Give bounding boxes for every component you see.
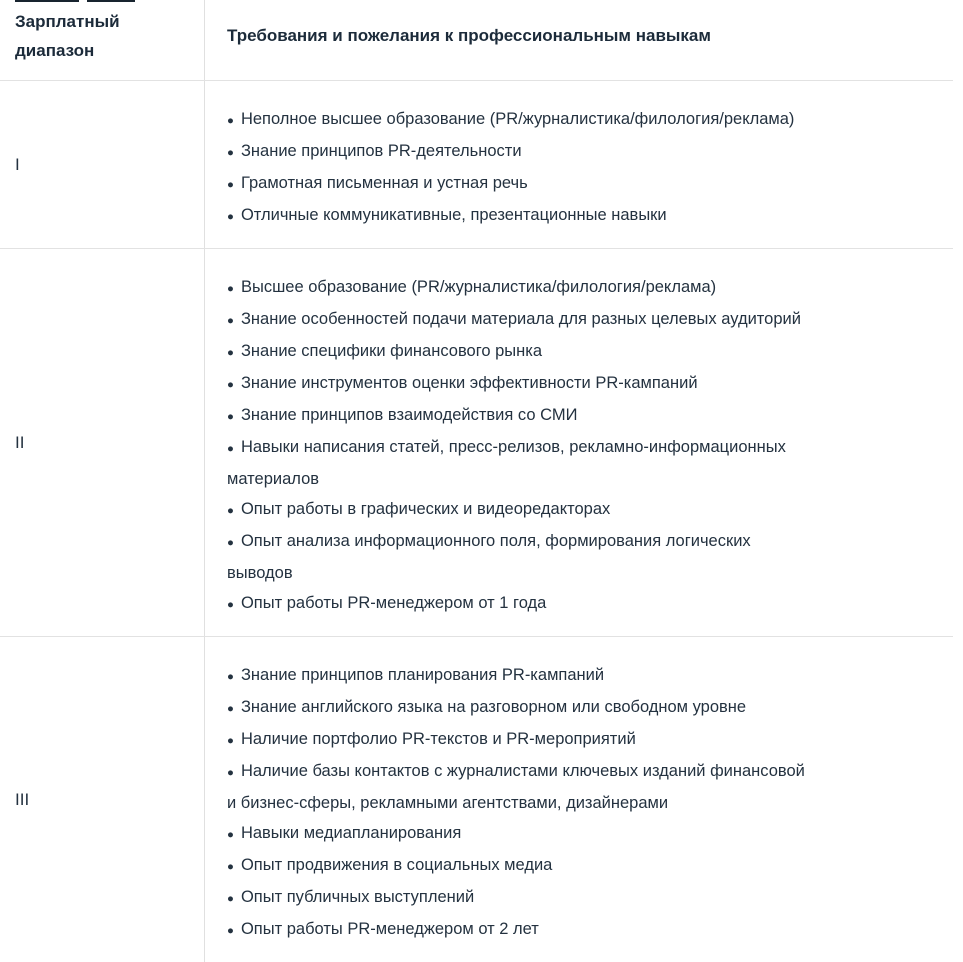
bullet-icon: ● [227, 925, 234, 937]
bullet-icon: ● [227, 379, 234, 391]
bullet-icon: ● [227, 411, 234, 423]
bullet-icon: ● [227, 283, 234, 295]
list-item: ● Навыки медиапланирования [227, 824, 462, 842]
list-item: ● Опыт публичных выступлений [227, 888, 475, 906]
list-item: ● Знание принципов взаимодействия со СМИ [227, 406, 578, 424]
column-header-label: Зарплатный диапазон [15, 12, 120, 60]
bullet-icon: ● [227, 893, 234, 905]
list-item: ● Наличие портфолио PR-текстов и PR-мероп… [227, 730, 636, 748]
list-item: ● Опыт продвижения в социальных медиа [227, 856, 553, 874]
bullet-icon: ● [227, 505, 234, 517]
bullet-icon: ● [227, 347, 234, 359]
bullet-icon: ● [227, 315, 234, 327]
range-label: III [15, 789, 30, 809]
list-item: ● Знание принципов планирования PR-кампан… [227, 666, 605, 684]
column-header-salary-range: Зарплатный диапазон [0, 0, 205, 80]
bullet-icon: ● [227, 115, 234, 127]
list-item: ● Наличие базы контактов с журналистами к… [227, 762, 805, 812]
list-item: ● Высшее образование (PR/журналистика/фил… [227, 278, 717, 296]
requirements-cell: ● Неполное высшее образование (PR/журнали… [205, 81, 953, 248]
bullet-icon: ● [227, 179, 234, 191]
list-item: ● Опыт работы в графических и видеоредакт… [227, 500, 611, 518]
bullet-icon: ● [227, 861, 234, 873]
list-item: ● Неполное высшее образование (PR/журнали… [227, 110, 795, 128]
bullet-icon: ● [227, 211, 234, 223]
list-item: ● Грамотная письменная и устная речь [227, 174, 528, 192]
range-cell: I [0, 81, 205, 248]
table-row-range-1: I ● Неполное высшее образование (PR/журна… [0, 80, 953, 248]
bullet-icon: ● [227, 443, 234, 455]
bullet-icon: ● [227, 767, 234, 779]
range-cell: III [0, 637, 205, 962]
list-item: ● Знание особенностей подачи материала дл… [227, 310, 801, 328]
bullet-icon: ● [227, 829, 234, 841]
range-label: I [15, 154, 20, 174]
bullet-icon: ● [227, 147, 234, 159]
table-row-range-3: III ● Знание принципов планирования PR-ка… [0, 636, 953, 962]
table-row-range-2: II ● Высшее образование (PR/журналистика/… [0, 248, 953, 636]
clipped-text-artifact [15, 0, 135, 2]
bullet-icon: ● [227, 599, 234, 611]
bullet-icon: ● [227, 735, 234, 747]
list-item: ● Отличные коммуникативные, презентационн… [227, 206, 667, 224]
list-item: ● Знание инструментов оценки эффективност… [227, 374, 698, 392]
requirements-cell: ● Высшее образование (PR/журналистика/фил… [205, 249, 953, 636]
list-item: ● Опыт анализа информационного поля, форм… [227, 532, 751, 582]
list-item: ● Знание принципов PR-деятельности [227, 142, 522, 160]
list-item: ● Опыт работы PR-менеджером от 1 года [227, 594, 547, 612]
column-header-label: Требования и пожелания к профессиональны… [227, 26, 711, 45]
bullet-icon: ● [227, 671, 234, 683]
list-item: ● Знание специфики финансового рынка [227, 342, 543, 360]
range-cell: II [0, 249, 205, 636]
range-label: II [15, 432, 25, 452]
list-item: ● Опыт работы PR-менеджером от 2 лет [227, 920, 539, 938]
table-header-row: Зарплатный диапазон Требования и пожелан… [0, 0, 953, 80]
requirements-cell: ● Знание принципов планирования PR-кампан… [205, 637, 953, 962]
list-item: ● Знание английского языка на разговорном… [227, 698, 747, 716]
bullet-icon: ● [227, 703, 234, 715]
list-item: ● Навыки написания статей, пресс-релизов,… [227, 438, 786, 488]
column-header-requirements: Требования и пожелания к профессиональны… [205, 0, 953, 80]
bullet-icon: ● [227, 537, 234, 549]
